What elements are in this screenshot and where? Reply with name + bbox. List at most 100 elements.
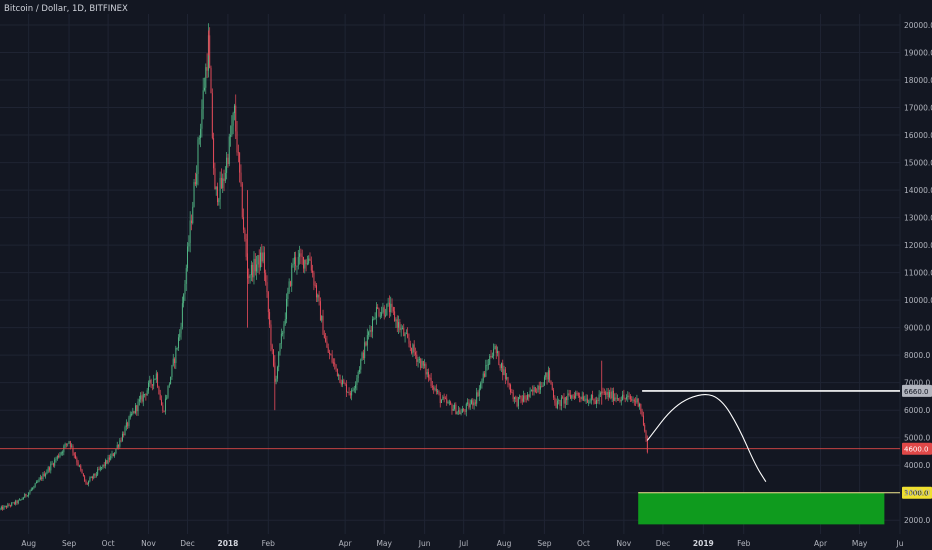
candle-body bbox=[435, 388, 437, 392]
candle-body bbox=[375, 307, 377, 318]
candle-body bbox=[214, 168, 216, 190]
candle-body bbox=[495, 346, 497, 354]
candle-body bbox=[59, 454, 61, 458]
candle-body bbox=[415, 352, 416, 355]
candle-body bbox=[211, 93, 213, 139]
x-tick-label: Jul bbox=[458, 539, 468, 548]
candle-body bbox=[230, 135, 231, 137]
candle-body bbox=[370, 330, 372, 332]
candle-body bbox=[493, 349, 495, 356]
candle-body bbox=[560, 397, 562, 406]
y-tick-label: 19000.0 bbox=[904, 49, 932, 58]
candle-body bbox=[132, 411, 134, 415]
candle-body bbox=[46, 471, 48, 474]
candle-body bbox=[101, 467, 103, 468]
x-tick-label: Feb bbox=[262, 539, 276, 548]
candle-body bbox=[454, 404, 456, 409]
candle-body bbox=[558, 400, 560, 401]
candle-body bbox=[529, 390, 531, 397]
candle-body bbox=[360, 359, 362, 370]
candle-body bbox=[597, 399, 599, 401]
candle-body bbox=[494, 346, 496, 350]
candle-layer bbox=[0, 23, 648, 511]
candle-body bbox=[9, 505, 11, 507]
candle-body bbox=[125, 422, 127, 428]
candle-body bbox=[392, 307, 394, 312]
candle-body bbox=[619, 399, 621, 402]
candle-body bbox=[409, 343, 411, 348]
candle-body bbox=[47, 467, 49, 472]
candle-body bbox=[422, 360, 424, 366]
candle-body bbox=[85, 481, 87, 484]
candle-body bbox=[622, 394, 624, 401]
candle-body bbox=[503, 369, 505, 376]
candle-body bbox=[533, 387, 535, 392]
candle-body bbox=[579, 395, 581, 398]
candle-body bbox=[312, 270, 314, 273]
y-tick-label: 12000.0 bbox=[904, 241, 932, 250]
candle-body bbox=[140, 395, 142, 400]
candle-body bbox=[421, 360, 423, 369]
candle-body bbox=[334, 362, 336, 365]
candle-body bbox=[620, 400, 622, 402]
x-tick-label: Oct bbox=[577, 539, 590, 548]
candle-body bbox=[639, 404, 640, 407]
candle-body bbox=[119, 440, 121, 447]
candle-body bbox=[541, 386, 543, 388]
candle-body bbox=[338, 374, 340, 376]
candle-body bbox=[88, 481, 90, 484]
candle-body bbox=[339, 374, 341, 383]
candle-body bbox=[556, 400, 558, 409]
candle-body bbox=[506, 377, 508, 379]
candle-body bbox=[144, 394, 146, 395]
candle-body bbox=[84, 476, 86, 482]
candle-body bbox=[205, 67, 207, 88]
candle-body bbox=[270, 324, 272, 346]
candle-body bbox=[568, 393, 570, 395]
candle-body bbox=[336, 368, 338, 376]
candle-body bbox=[226, 157, 228, 173]
candle-body bbox=[562, 397, 564, 399]
x-tick-label: Dec bbox=[180, 539, 195, 548]
x-tick-label: Sep bbox=[537, 539, 551, 548]
support-label: 3000.0 bbox=[904, 490, 929, 498]
candle-body bbox=[330, 354, 332, 356]
candle-body bbox=[510, 384, 512, 393]
candle-body bbox=[118, 445, 119, 447]
candle-body bbox=[250, 264, 252, 276]
y-tick-label: 9000.0 bbox=[904, 324, 930, 333]
y-tick-label: 5000.0 bbox=[904, 434, 930, 443]
candle-body bbox=[121, 433, 123, 441]
candle-body bbox=[395, 319, 397, 322]
candle-body bbox=[635, 401, 637, 403]
candle-body bbox=[108, 457, 110, 460]
candle-body bbox=[76, 458, 78, 463]
candle-body bbox=[67, 443, 69, 445]
candle-body bbox=[586, 398, 588, 403]
candle-body bbox=[177, 337, 179, 348]
candle-body bbox=[550, 380, 552, 384]
candle-body bbox=[303, 256, 304, 269]
candle-body bbox=[151, 384, 153, 386]
candle-body bbox=[181, 303, 183, 327]
candle-body bbox=[347, 391, 349, 393]
candle-body bbox=[408, 337, 410, 344]
candle-body bbox=[642, 415, 644, 426]
candle-body bbox=[271, 345, 273, 350]
resistance-tag bbox=[902, 384, 932, 397]
candle-body bbox=[319, 301, 321, 321]
candle-body bbox=[16, 500, 18, 504]
candle-body bbox=[107, 457, 109, 464]
candle-body bbox=[418, 359, 420, 360]
candle-body bbox=[340, 382, 342, 385]
y-tick-label: 14000.0 bbox=[904, 186, 932, 195]
candle-body bbox=[353, 388, 355, 391]
candle-body bbox=[241, 183, 243, 218]
candle-body bbox=[602, 391, 604, 393]
candle-body bbox=[379, 315, 381, 317]
candle-body bbox=[547, 370, 549, 380]
x-tick-label: Aug bbox=[21, 539, 36, 548]
candle-body bbox=[13, 502, 15, 504]
